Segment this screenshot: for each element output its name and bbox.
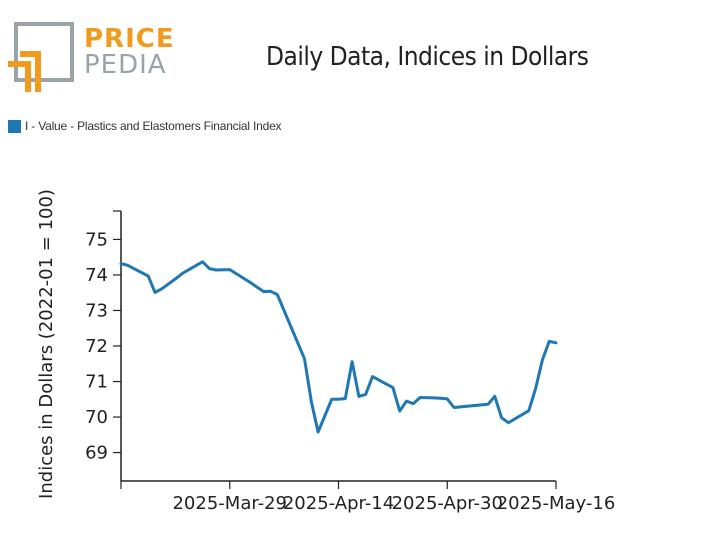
chart-marks: [119, 260, 558, 434]
data-point: [344, 398, 346, 400]
data-point: [528, 410, 530, 412]
data-point: [229, 269, 231, 271]
data-point: [371, 376, 374, 378]
data-point: [310, 400, 312, 402]
data-point: [263, 291, 265, 293]
data-point: [351, 361, 353, 363]
logo-mark-icon: [8, 22, 74, 92]
data-point: [154, 291, 156, 293]
logo-price-text: PRICE: [84, 24, 175, 54]
y-tick-label: 74: [85, 265, 108, 286]
data-point: [358, 395, 360, 397]
x-tick-label: 2025-Apr-14: [283, 493, 394, 514]
data-point: [331, 398, 333, 400]
data-point: [337, 398, 340, 400]
logo-pedia-text: PEDIA: [84, 50, 167, 80]
data-point: [202, 261, 204, 263]
data-point: [555, 342, 557, 344]
data-point: [127, 264, 129, 266]
data-point: [446, 398, 448, 400]
data-point: [541, 359, 544, 361]
data-point: [501, 417, 503, 419]
data-point: [453, 406, 455, 409]
y-tick-label: 71: [85, 372, 108, 393]
data-point: [365, 393, 367, 395]
data-point: [303, 358, 306, 360]
chart-title: Daily Data, Indices in Dollars: [266, 42, 589, 72]
y-tick-label: 73: [85, 300, 108, 321]
data-point: [433, 397, 435, 399]
data-point: [147, 275, 149, 277]
y-tick-label: 72: [85, 336, 108, 357]
chart-axes: 697071727374752025-Mar-292025-Apr-142025…: [36, 189, 615, 514]
data-point: [276, 293, 278, 296]
data-point: [494, 395, 496, 397]
data-point: [412, 403, 414, 405]
data-point: [317, 431, 319, 433]
data-point: [188, 269, 190, 271]
data-point: [548, 340, 550, 342]
data-point: [439, 397, 442, 399]
data-point: [181, 272, 183, 275]
x-tick-label: 2025-Apr-30: [392, 493, 503, 514]
data-point: [215, 269, 217, 271]
series-line: [119, 260, 558, 434]
data-point: [269, 290, 272, 292]
data-point: [507, 422, 509, 424]
y-tick-label: 69: [85, 443, 108, 464]
pricepedia-logo[interactable]: PRICE PEDIA: [6, 20, 174, 100]
data-point: [161, 288, 163, 290]
data-point: [399, 410, 401, 412]
chart-legend[interactable]: I - Value - Plastics and Elastomers Fina…: [8, 119, 282, 133]
data-point: [392, 387, 394, 389]
y-axis-label: Indices in Dollars (2022-01 = 100): [36, 189, 57, 499]
data-point: [487, 403, 489, 405]
y-tick-label: 70: [85, 407, 108, 428]
data-point: [120, 263, 122, 265]
legend-label: I - Value - Plastics and Elastomers Fina…: [25, 119, 282, 133]
x-tick-label: 2025-Mar-29: [172, 493, 287, 514]
data-point: [249, 281, 251, 283]
x-tick-label: 2025-May-16: [497, 493, 616, 514]
y-tick-label: 75: [85, 229, 108, 250]
data-point: [208, 268, 210, 270]
data-point: [174, 278, 176, 280]
data-point: [405, 400, 408, 402]
data-point: [535, 388, 537, 390]
legend-swatch: [8, 119, 21, 133]
data-point: [419, 396, 421, 399]
